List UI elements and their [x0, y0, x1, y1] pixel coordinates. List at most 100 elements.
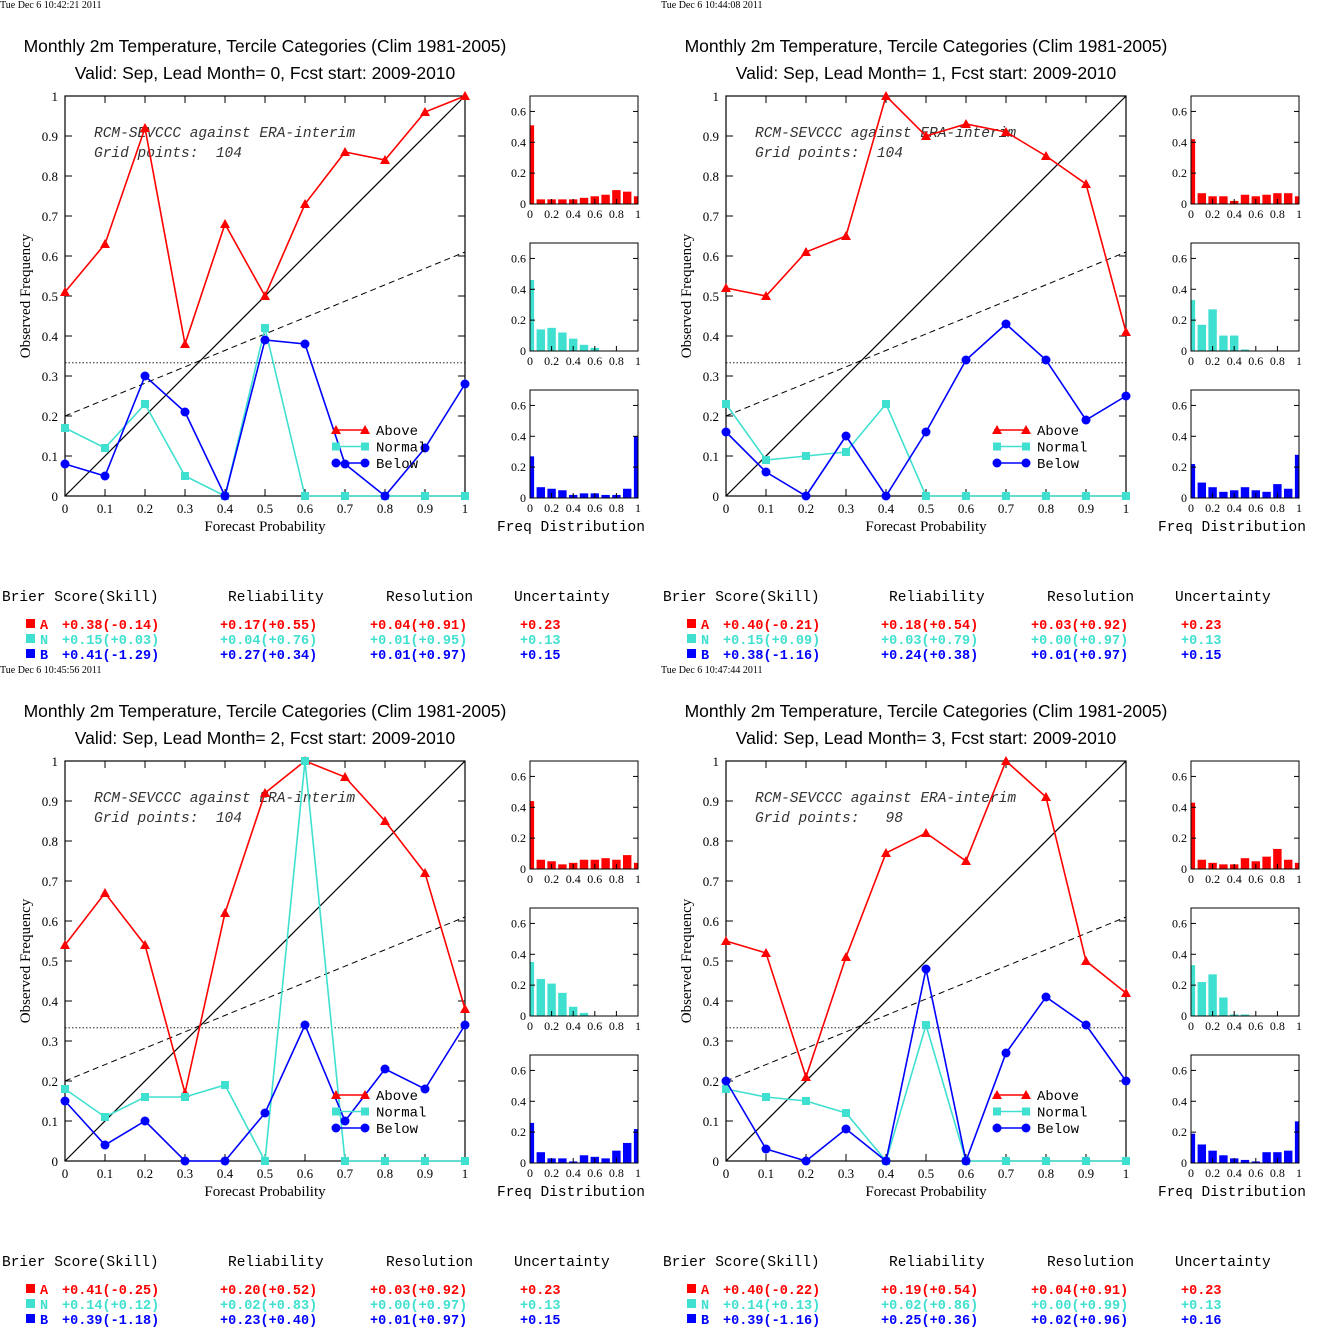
below-marker — [1001, 1048, 1011, 1058]
hist-y-tick-label: 0.2 — [511, 313, 526, 327]
x-tick-label: 0.4 — [878, 1166, 895, 1181]
timestamp: Tue Dec 6 10:47:44 2011 — [661, 665, 763, 676]
freq-bar-above — [1273, 848, 1282, 869]
hist-y-tick-label: 0.6 — [511, 104, 526, 118]
annotation-model: RCM-SEVCCC against ERA-interim — [94, 791, 355, 807]
hist-frame — [1190, 389, 1300, 499]
y-tick-label: 0.8 — [42, 834, 58, 849]
freq-bar-above — [1197, 193, 1207, 204]
score-res: +0.01(+0.97) — [1031, 649, 1129, 664]
score-row: N +0.15(+0.03) +0.04(+0.76) +0.01(+0.95) +0.… — [2, 634, 652, 649]
score-unc: +0.23 — [1181, 619, 1222, 634]
legend-marker-below — [1021, 1123, 1031, 1133]
freq-bar-above — [558, 864, 567, 869]
score-cat: N — [40, 1299, 49, 1314]
score-rel: +0.20(+0.52) — [220, 1284, 318, 1299]
score-brier: +0.14(+0.12) — [62, 1299, 160, 1314]
y-tick-label: 1 — [52, 754, 59, 769]
score-brier: +0.39(-1.18) — [62, 1314, 160, 1329]
hist-y-tick-label: 0 — [1181, 1156, 1187, 1170]
hist-x-tick-label: 1 — [635, 354, 641, 368]
x-tick-label: 1 — [1123, 501, 1130, 516]
y-tick-label: 0.4 — [42, 329, 59, 344]
scores-table: Brier Score(Skill) Reliability Resolution U… — [2, 590, 652, 665]
below-marker — [881, 1156, 891, 1166]
below-marker — [420, 443, 430, 453]
score-row: N +0.14(+0.13) +0.02(+0.86) +0.00(+0.99) +0.… — [663, 1299, 1313, 1314]
freq-histogram-normal: 0 0.2 0.4 0.6 0 0.2 0.4 0.6 0.8 1 — [511, 242, 641, 368]
freq-bar-above — [558, 199, 567, 204]
y-tick-label: 0.3 — [703, 1034, 719, 1049]
legend-marker-above — [992, 425, 1002, 434]
reliability-plot: 00 0.1 0.1 0.2 0.2 0.3 0.3 0.4 0.4 0.5 0.5 0.6 0.6 0.… — [18, 754, 470, 1200]
hist-y-tick-label: 0.2 — [1172, 1125, 1187, 1139]
hist-x-tick-label: 0.4 — [566, 872, 581, 886]
hist-x-tick-label: 0.2 — [1205, 501, 1220, 515]
y-axis-label: Observed Frequency — [18, 898, 34, 1023]
hist-y-tick-label: 0.4 — [511, 135, 526, 149]
normal-marker — [181, 1093, 189, 1101]
hist-x-tick-label: 0.2 — [1205, 1166, 1220, 1180]
freq-bar-below — [1208, 487, 1217, 498]
hist-x-tick-label: 0 — [527, 207, 533, 221]
header-brier: Brier Score(Skill) — [2, 590, 159, 606]
y-tick-label: 0 — [52, 1154, 59, 1169]
legend-marker-below — [1021, 458, 1031, 468]
reliability-panel: Tue Dec 6 10:42:21 2011 Monthly 2m Temper… — [0, 0, 661, 665]
hist-x-tick-label: 0 — [1188, 1019, 1194, 1033]
freq-bar-above — [1262, 856, 1271, 869]
above-marker — [921, 131, 931, 140]
score-cat: N — [40, 634, 49, 649]
above-marker — [380, 155, 390, 164]
legend-marker-normal — [332, 1107, 340, 1116]
freq-bar-below — [1219, 1155, 1228, 1163]
below-marker — [801, 491, 811, 501]
hist-frame — [529, 389, 639, 499]
legend-marker-normal — [993, 1107, 1001, 1116]
above-marker — [1081, 179, 1091, 188]
hist-x-tick-label: 0.6 — [1248, 501, 1263, 515]
freq-bar-below — [558, 490, 567, 498]
hist-frame — [529, 1054, 639, 1164]
freq-bar-below — [1294, 1121, 1299, 1163]
freq-bar-above — [536, 859, 546, 869]
score-row: B +0.41(-1.29) +0.27(+0.34) +0.01(+0.97) +0.… — [2, 649, 652, 664]
y-tick-label: 0.3 — [42, 369, 58, 384]
freq-bar-normal — [536, 978, 546, 1016]
below-marker — [1121, 391, 1131, 401]
x-tick-label: 0.4 — [217, 1166, 234, 1181]
freq-bar-normal — [579, 1012, 589, 1016]
timestamp: Tue Dec 6 10:44:08 2011 — [661, 0, 763, 11]
freq-bar-above — [579, 859, 589, 869]
score-unc: +0.23 — [520, 1284, 561, 1299]
x-tick-label: 0.6 — [958, 1166, 975, 1181]
y-tick-label: 0.8 — [703, 169, 719, 184]
legend-marker-above — [360, 1090, 370, 1099]
freq-distribution-label: Freq Distribution — [497, 520, 645, 536]
x-tick-label: 0.7 — [337, 1166, 354, 1181]
hist-x-tick-label: 0.2 — [544, 354, 559, 368]
below-marker — [1081, 1020, 1091, 1030]
normal-marker — [842, 1109, 850, 1117]
score-cat: A — [701, 1284, 710, 1299]
score-brier: +0.14(+0.13) — [723, 1299, 821, 1314]
freq-bar-above — [612, 190, 621, 204]
above-marker — [1041, 792, 1051, 801]
normal-marker — [1122, 1157, 1130, 1165]
chart-title: Monthly 2m Temperature, Tercile Categori… — [684, 701, 1168, 721]
legend-marker-normal — [1022, 1107, 1030, 1116]
below-marker — [1041, 355, 1051, 365]
score-brier: +0.38(-1.16) — [723, 649, 821, 664]
score-row: N +0.14(+0.12) +0.02(+0.83) +0.00(+0.97) +0.… — [2, 1299, 652, 1314]
score-row: A +0.41(-0.25) +0.20(+0.52) +0.03(+0.92) +0.… — [2, 1284, 652, 1299]
above-marker — [100, 239, 110, 248]
above-marker — [1041, 151, 1051, 160]
hist-y-tick-label: 0.6 — [1172, 104, 1187, 118]
score-rel: +0.24(+0.38) — [881, 649, 979, 664]
score-unc: +0.23 — [1181, 1284, 1222, 1299]
above-marker — [460, 91, 470, 100]
x-tick-label: 0.6 — [958, 501, 975, 516]
hist-x-tick-label: 0.6 — [1248, 354, 1263, 368]
legend-marker-below — [992, 458, 1002, 468]
header-uncertainty: Uncertainty — [1175, 1255, 1271, 1271]
